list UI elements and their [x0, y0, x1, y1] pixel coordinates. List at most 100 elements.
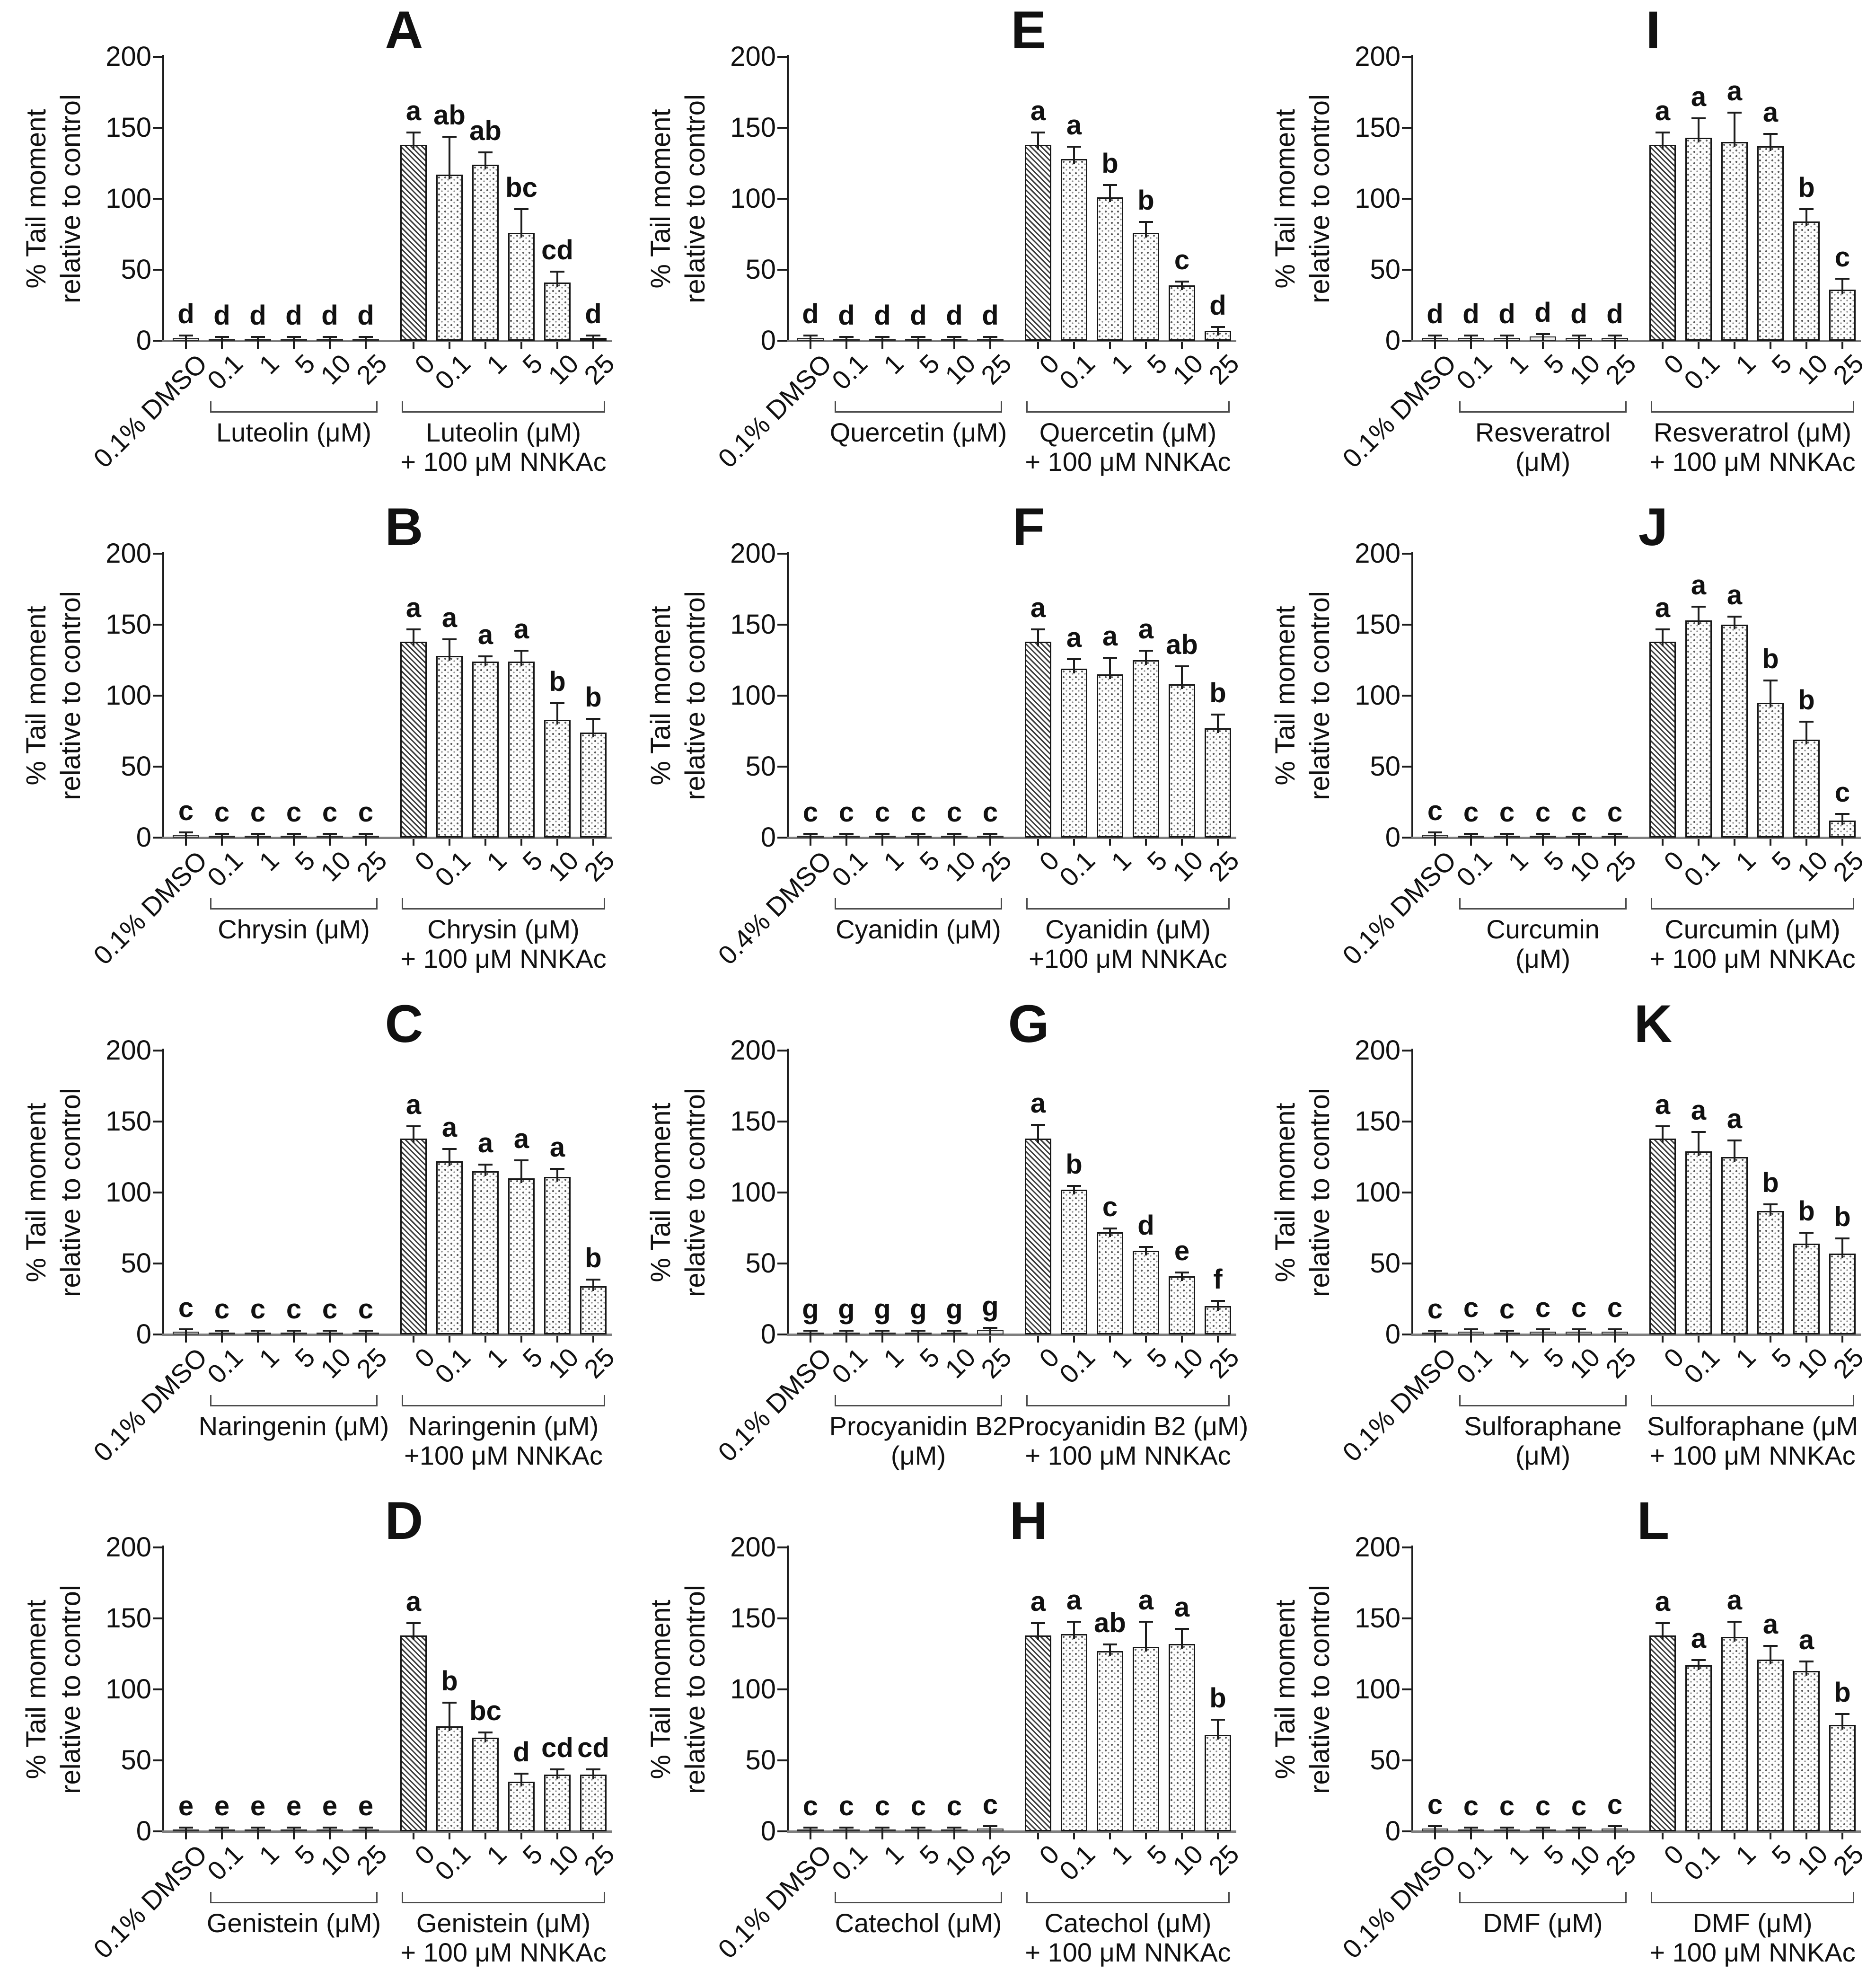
y-tick-label: 0: [136, 1816, 151, 1847]
x-axis-line: [787, 837, 1236, 839]
y-tick-mark: [1402, 1688, 1411, 1690]
y-tick-label: 200: [1355, 1532, 1400, 1563]
x-tick-mark: [810, 1833, 811, 1839]
error-bar: [1614, 834, 1616, 841]
y-tick-mark: [777, 1263, 787, 1264]
error-bar-cap: [406, 132, 421, 133]
significance-letter: a: [1691, 570, 1707, 601]
bar: [1025, 1139, 1051, 1334]
x-tick-mark: [413, 839, 414, 846]
error-bar: [1614, 336, 1616, 343]
error-bar: [1470, 834, 1472, 841]
bar: [436, 1726, 463, 1831]
y-tick-mark: [153, 1334, 162, 1335]
x-axis-line: [787, 340, 1236, 342]
bar: [1721, 1157, 1748, 1334]
x-tick-label: 0.1: [826, 845, 873, 892]
panel-J: J% Tail moment relative to control 0 50 100 1…: [1249, 497, 1867, 994]
y-axis-line: [787, 1546, 789, 1832]
x-tick-mark: [1698, 1336, 1700, 1343]
panel-title-letter: L: [1637, 1491, 1671, 1550]
error-bar: [1770, 1646, 1771, 1664]
y-tick-label: 50: [745, 1248, 776, 1279]
error-bar-cap: [323, 1330, 337, 1332]
significance-letter: d: [946, 300, 963, 331]
y-tick-mark: [1402, 198, 1411, 200]
y-tick-label: 200: [1355, 41, 1400, 72]
error-bar-cap: [803, 833, 818, 835]
y-tick-mark: [777, 1688, 787, 1690]
error-bar-cap: [1428, 335, 1442, 336]
x-tick-mark: [221, 1833, 223, 1839]
panel-title-letter: H: [1009, 1491, 1049, 1550]
significance-letter: e: [1174, 1236, 1190, 1266]
significance-letter: c: [1427, 1294, 1443, 1325]
x-tick-mark: [1470, 839, 1472, 846]
bar: [544, 1775, 571, 1831]
error-bar-cap: [550, 702, 564, 704]
panel-B: B% Tail moment relative to control 0 50 100 1…: [0, 497, 625, 994]
error-bar-cap: [287, 833, 301, 835]
significance-letter: c: [1499, 797, 1515, 828]
significance-letter: a: [1030, 1586, 1046, 1617]
significance-letter: c: [1607, 1789, 1623, 1820]
error-bar-cap: [514, 1773, 528, 1775]
significance-letter: c: [322, 797, 338, 828]
x-tick-mark: [1841, 1833, 1843, 1839]
error-bar: [953, 337, 955, 344]
y-tick-label: 0: [1385, 1319, 1400, 1350]
y-axis-title-line1: % Tail moment: [645, 606, 676, 786]
significance-letter: d: [910, 300, 927, 331]
significance-letter: a: [1726, 76, 1743, 106]
error-bar: [293, 1828, 295, 1835]
error-bar: [329, 834, 331, 841]
y-tick-mark: [1402, 1050, 1411, 1051]
y-tick-label: 0: [760, 822, 776, 853]
error-bar: [1470, 336, 1472, 343]
x-tick-label: 10: [1791, 845, 1833, 887]
y-tick-mark: [1402, 695, 1411, 697]
y-tick-mark: [153, 1688, 162, 1690]
error-bar-cap: [359, 1330, 373, 1332]
bar: [1133, 1647, 1159, 1831]
significance-letter: d: [357, 300, 374, 331]
y-tick-mark: [1402, 766, 1411, 768]
x-tick-mark: [845, 839, 847, 846]
y-tick-mark: [1402, 1121, 1411, 1122]
y-tick-label: 50: [1370, 1248, 1400, 1279]
significance-letter: c: [946, 797, 962, 828]
x-tick-label: 0.1: [826, 348, 873, 396]
error-bar-cap: [1211, 714, 1225, 716]
y-tick-mark: [153, 340, 162, 342]
x-tick-label: 5: [1141, 845, 1173, 877]
bar: [1169, 684, 1195, 838]
significance-letter: c: [838, 797, 854, 828]
y-tick-label: 0: [1385, 1816, 1400, 1847]
x-tick-label: 0.1: [429, 1342, 476, 1389]
y-tick-mark: [153, 1263, 162, 1264]
group-bracket: [1026, 401, 1230, 413]
y-tick-label: 50: [121, 1248, 151, 1279]
error-bar: [556, 1169, 558, 1182]
x-tick-mark: [1734, 342, 1735, 349]
error-bar: [1578, 1329, 1580, 1336]
y-axis-line: [787, 1049, 789, 1335]
group-label: + 100 μM NNKAc: [400, 1937, 607, 1967]
x-tick-mark: [1181, 839, 1183, 846]
y-axis-line: [787, 552, 789, 839]
x-tick-mark: [1470, 342, 1472, 349]
x-tick-label: 25: [1202, 348, 1245, 390]
x-tick-label: 0.1: [201, 845, 249, 892]
x-tick-label: 1: [480, 1342, 512, 1374]
y-tick-label: 100: [730, 680, 776, 711]
error-bar: [556, 1769, 558, 1779]
error-bar: [1734, 1140, 1735, 1162]
significance-letter: e: [178, 1791, 194, 1821]
error-bar: [556, 703, 558, 725]
x-tick-mark: [1037, 1833, 1039, 1839]
x-tick-mark: [1770, 1833, 1771, 1839]
x-tick-label: 5: [516, 845, 548, 877]
x-tick-mark: [1506, 1833, 1508, 1839]
error-bar-cap: [586, 718, 600, 720]
significance-letter: a: [1726, 580, 1743, 610]
